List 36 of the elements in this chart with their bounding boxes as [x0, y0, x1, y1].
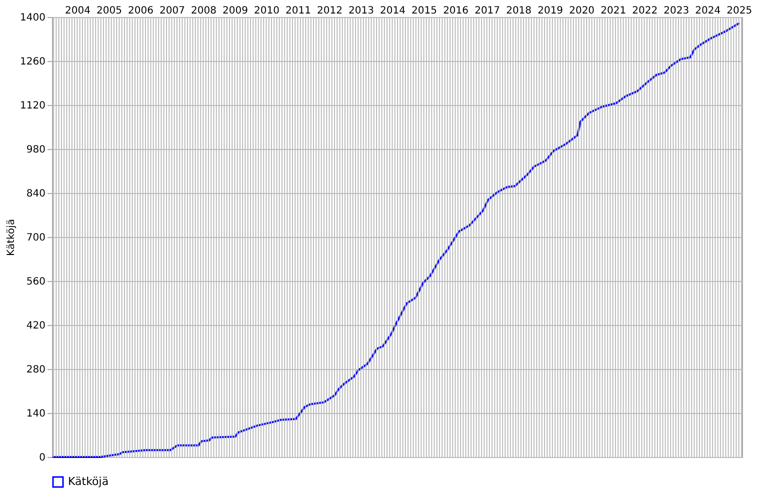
- y-tick-label: 420: [26, 320, 46, 332]
- x-tick-label: 2018: [506, 6, 532, 16]
- y-tick-label: 840: [26, 188, 46, 200]
- x-tick-label: 2023: [664, 6, 690, 16]
- x-tick-label: 2004: [64, 6, 90, 16]
- x-tick-label: 2017: [474, 6, 500, 16]
- y-tick-label: 1260: [20, 56, 46, 68]
- x-tick-label: 2015: [412, 6, 438, 16]
- x-tick-label: 2005: [96, 6, 122, 16]
- y-tick-label: 700: [26, 232, 46, 244]
- legend-label: Kätköjä: [68, 475, 109, 488]
- y-tick-label: 140: [26, 408, 46, 420]
- x-tick-label: 2012: [317, 6, 342, 16]
- x-tick-label: 2024: [695, 6, 721, 16]
- y-tick-label: 1120: [20, 100, 46, 112]
- x-tick-label: 2009: [222, 6, 248, 16]
- x-tick-label: 2025: [726, 6, 752, 16]
- x-tick-label: 2010: [254, 6, 280, 16]
- x-tick-label: 2019: [538, 6, 564, 16]
- x-tick-label: 2016: [443, 6, 469, 16]
- x-tick-label: 2020: [569, 6, 595, 16]
- y-tick-label: 0: [39, 452, 46, 464]
- y-tick-label: 1400: [20, 12, 46, 24]
- x-tick-label: 2008: [191, 6, 216, 16]
- x-tick-label: 2011: [286, 6, 311, 16]
- x-tick-label: 2006: [128, 6, 154, 16]
- x-tick-label: 2014: [380, 6, 406, 16]
- x-tick-label: 2021: [600, 6, 626, 16]
- y-tick-label: 560: [26, 276, 46, 288]
- y-tick-label: 280: [26, 364, 46, 376]
- y-axis-title: Kätköjä: [6, 219, 18, 256]
- x-tick-label: 2013: [348, 6, 374, 16]
- x-tick-label: 2022: [632, 6, 658, 16]
- x-tick-label: 2007: [160, 6, 185, 16]
- line-series: [52, 22, 740, 458]
- y-tick-label: 980: [26, 144, 46, 156]
